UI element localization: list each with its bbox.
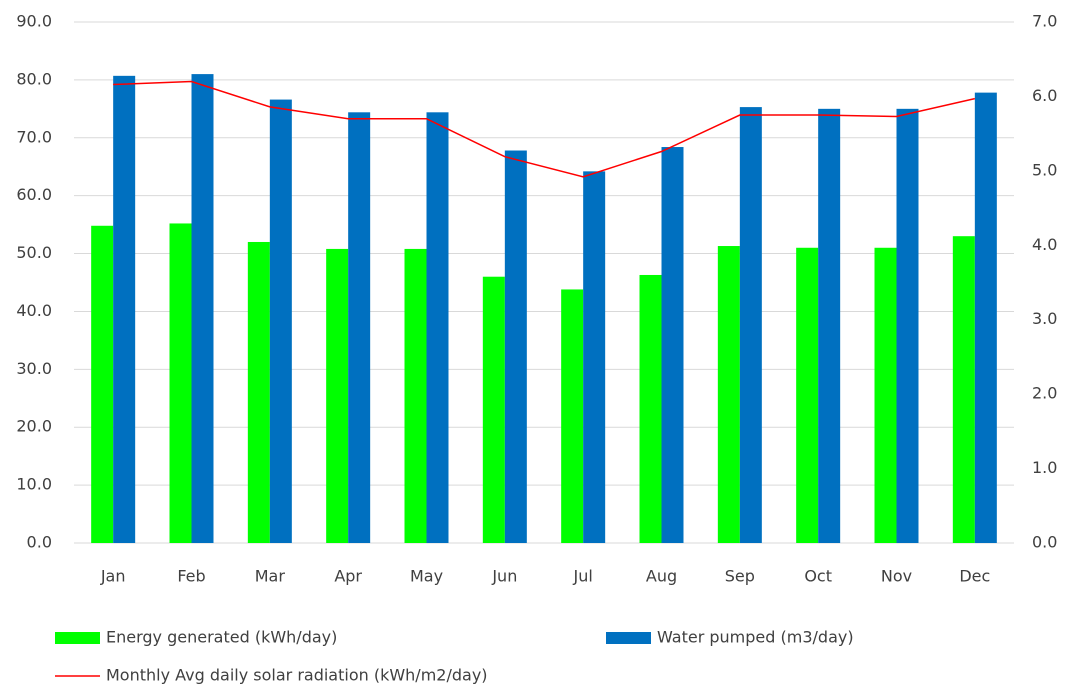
bar — [269, 99, 292, 544]
bar — [661, 147, 684, 544]
bar — [739, 107, 762, 543]
x-tick-label: Jan — [100, 567, 126, 586]
y-tick-label: 90.0 — [16, 12, 52, 31]
y-tick-label: 50.0 — [16, 243, 52, 262]
bar — [896, 108, 919, 543]
x-tick-label: Jun — [491, 567, 517, 586]
y2-tick-label: 3.0 — [1032, 309, 1057, 328]
x-tick-label: Apr — [334, 567, 362, 586]
x-tick-label: Aug — [646, 567, 677, 586]
bar — [169, 223, 192, 543]
y-tick-label: 20.0 — [16, 417, 52, 436]
bar — [639, 274, 662, 543]
y2-tick-label: 6.0 — [1032, 86, 1057, 105]
x-tick-label: Oct — [804, 567, 832, 586]
y2-tick-label: 7.0 — [1032, 12, 1057, 31]
bar — [404, 248, 427, 543]
bar — [874, 247, 897, 543]
y-tick-label: 40.0 — [16, 301, 52, 320]
y2-tick-label: 4.0 — [1032, 235, 1057, 254]
y-tick-label: 30.0 — [16, 359, 52, 378]
bar — [504, 150, 527, 543]
bar — [974, 92, 997, 543]
bar — [426, 112, 449, 543]
x-tick-label: Dec — [959, 567, 990, 586]
bar — [91, 225, 114, 543]
bar — [348, 112, 371, 543]
x-tick-label: May — [410, 567, 443, 586]
legend-label: Water pumped (m3/day) — [657, 628, 854, 647]
legend-label: Energy generated (kWh/day) — [106, 628, 337, 647]
bar — [952, 236, 975, 543]
bar — [113, 75, 136, 543]
legend-swatch — [55, 632, 100, 644]
bar — [796, 247, 819, 543]
y2-tick-label: 1.0 — [1032, 458, 1057, 477]
bar — [326, 248, 349, 543]
legend-swatch — [606, 632, 651, 644]
y-tick-label: 60.0 — [16, 185, 52, 204]
bar — [561, 289, 584, 543]
line — [113, 80, 975, 178]
x-tick-label: Sep — [725, 567, 755, 586]
y-tick-label: 80.0 — [16, 69, 52, 88]
y2-tick-label: 0.0 — [1032, 533, 1057, 552]
bar — [247, 241, 270, 543]
legend-label: Monthly Avg daily solar radiation (kWh/m… — [106, 666, 488, 685]
bar — [191, 74, 214, 543]
y-tick-label: 10.0 — [16, 475, 52, 494]
x-tick-label: Jul — [573, 567, 593, 586]
y2-tick-label: 5.0 — [1032, 160, 1057, 179]
bar — [482, 276, 505, 543]
bar — [583, 171, 606, 543]
y-tick-label: 70.0 — [16, 127, 52, 146]
x-tick-label: Nov — [881, 567, 912, 586]
bar — [717, 246, 740, 543]
y2-tick-label: 2.0 — [1032, 384, 1057, 403]
x-tick-label: Feb — [177, 567, 205, 586]
x-tick-label: Mar — [255, 567, 286, 586]
y-tick-label: 0.0 — [27, 533, 52, 552]
bar — [818, 108, 841, 543]
